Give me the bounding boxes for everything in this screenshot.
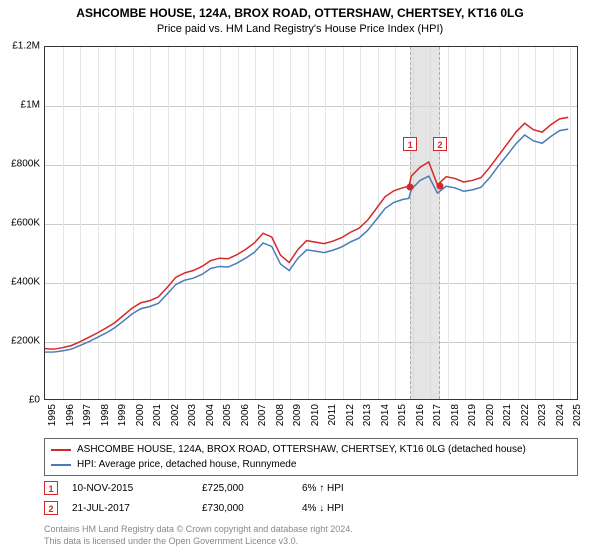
x-axis-label: 2012	[345, 404, 356, 444]
x-axis-label: 1996	[65, 404, 76, 444]
chart-plot-area: 12	[44, 46, 578, 400]
x-axis-label: 2008	[275, 404, 286, 444]
sale-number-icon: 2	[44, 501, 58, 515]
sale-dot	[436, 182, 443, 189]
legend-item: HPI: Average price, detached house, Runn…	[51, 457, 571, 472]
x-axis-label: 2016	[415, 404, 426, 444]
sales-table: 1 10-NOV-2015£725,0006% ↑ HPI 2 21-JUL-2017…	[44, 478, 382, 518]
x-axis-label: 2011	[327, 404, 338, 444]
legend-label: ASHCOMBE HOUSE, 124A, BROX ROAD, OTTERSH…	[77, 444, 526, 455]
x-axis-label: 2006	[240, 404, 251, 444]
chart-subtitle: Price paid vs. HM Land Registry's House …	[0, 20, 600, 39]
sale-vs-hpi: 4% ↓ HPI	[302, 503, 382, 514]
sale-marker-label: 2	[433, 137, 447, 151]
sale-vs-hpi: 6% ↑ HPI	[302, 483, 382, 494]
x-axis-label: 2022	[520, 404, 531, 444]
x-axis-label: 2023	[537, 404, 548, 444]
x-axis-label: 2009	[292, 404, 303, 444]
sale-row: 2 21-JUL-2017£730,0004% ↓ HPI	[44, 498, 382, 518]
x-axis-label: 1995	[47, 404, 58, 444]
x-axis-label: 2025	[572, 404, 583, 444]
x-axis-label: 1999	[117, 404, 128, 444]
y-axis-label: £1M	[2, 100, 40, 111]
sale-marker-label: 1	[403, 137, 417, 151]
sale-row: 1 10-NOV-2015£725,0006% ↑ HPI	[44, 478, 382, 498]
x-axis-label: 1998	[100, 404, 111, 444]
x-axis-label: 2020	[485, 404, 496, 444]
x-axis-label: 2014	[380, 404, 391, 444]
x-axis-label: 2017	[432, 404, 443, 444]
x-axis-label: 2018	[450, 404, 461, 444]
x-axis-label: 2003	[187, 404, 198, 444]
y-axis-label: £800K	[2, 159, 40, 170]
y-axis-label: £0	[2, 395, 40, 406]
sale-date: 10-NOV-2015	[72, 483, 202, 494]
x-axis-label: 1997	[82, 404, 93, 444]
legend-swatch	[51, 449, 71, 451]
x-axis-label: 2021	[502, 404, 513, 444]
chart-title: ASHCOMBE HOUSE, 124A, BROX ROAD, OTTERSH…	[0, 0, 600, 20]
x-axis-label: 2010	[310, 404, 321, 444]
x-axis-label: 2007	[257, 404, 268, 444]
sale-price: £730,000	[202, 503, 302, 514]
sale-dot	[407, 184, 414, 191]
x-axis-label: 2005	[222, 404, 233, 444]
y-axis-label: £400K	[2, 277, 40, 288]
x-axis-label: 2019	[467, 404, 478, 444]
x-axis-label: 2024	[555, 404, 566, 444]
chart-lines	[45, 47, 577, 399]
legend-item: ASHCOMBE HOUSE, 124A, BROX ROAD, OTTERSH…	[51, 442, 571, 457]
x-axis-label: 2004	[205, 404, 216, 444]
series-property	[45, 117, 568, 349]
footer-attribution: Contains HM Land Registry data © Crown c…	[44, 524, 353, 547]
y-axis-label: £600K	[2, 218, 40, 229]
x-axis-label: 2002	[170, 404, 181, 444]
sale-number-icon: 1	[44, 481, 58, 495]
y-axis-label: £200K	[2, 336, 40, 347]
footer-line-2: This data is licensed under the Open Gov…	[44, 536, 353, 548]
legend-label: HPI: Average price, detached house, Runn…	[77, 459, 296, 470]
x-axis-label: 2013	[362, 404, 373, 444]
x-axis-label: 2000	[135, 404, 146, 444]
sale-price: £725,000	[202, 483, 302, 494]
sale-date: 21-JUL-2017	[72, 503, 202, 514]
y-axis-label: £1.2M	[2, 41, 40, 52]
x-axis-label: 2015	[397, 404, 408, 444]
footer-line-1: Contains HM Land Registry data © Crown c…	[44, 524, 353, 536]
x-axis-label: 2001	[152, 404, 163, 444]
legend-swatch	[51, 464, 71, 466]
